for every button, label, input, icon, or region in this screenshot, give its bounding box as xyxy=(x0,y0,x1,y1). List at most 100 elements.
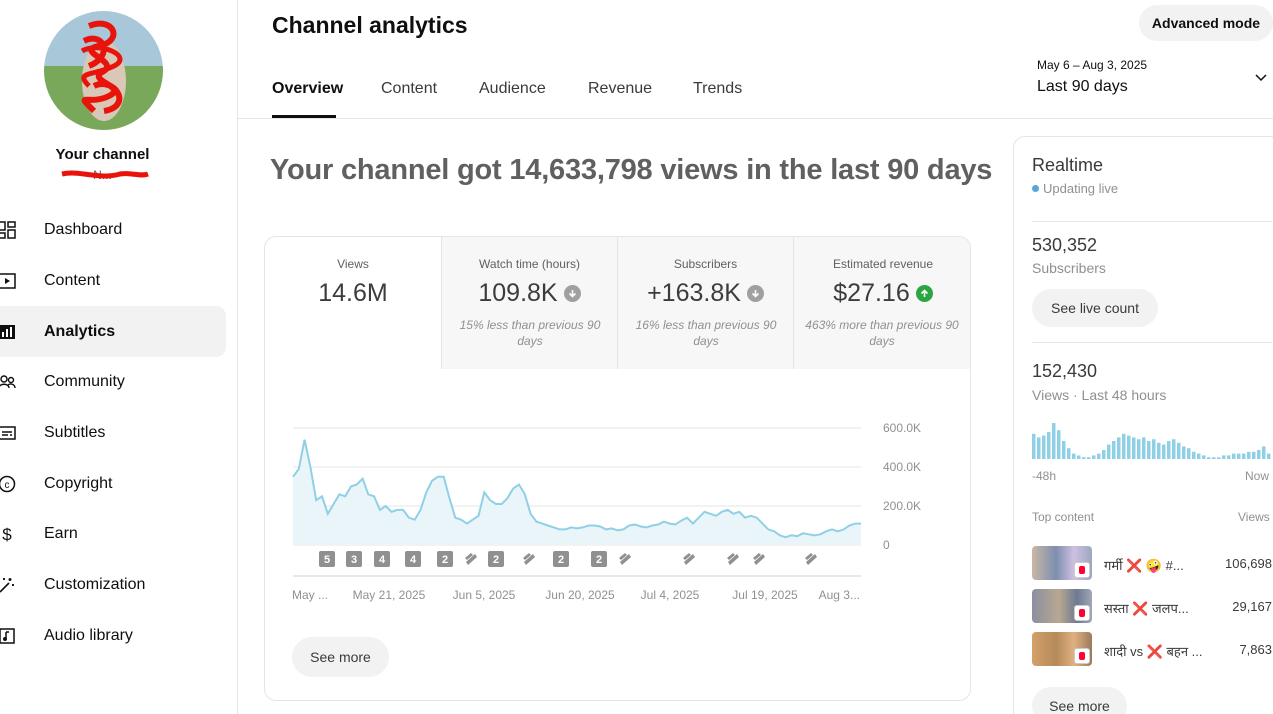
shorts-marker-icon[interactable] xyxy=(753,553,765,565)
chevron-down-icon[interactable] xyxy=(1254,70,1268,84)
metric-watch-time[interactable]: Watch time (hours) 109.8K 15% less than … xyxy=(441,237,617,369)
arrow-up-icon xyxy=(915,285,933,302)
metric-comparison: 16% less than previous 90 days xyxy=(635,318,777,348)
sidebar-item-label: Earn xyxy=(44,525,78,543)
video-views: 106,698 xyxy=(1225,556,1272,571)
shorts-marker-icon[interactable] xyxy=(619,553,631,565)
realtime-bar xyxy=(1037,437,1041,459)
metrics-row: Views 14.6M Watch time (hours) 109.8K 15… xyxy=(265,237,970,369)
video-count-marker[interactable]: 2 xyxy=(553,551,569,567)
copyright-icon: c xyxy=(0,473,18,495)
shorts-marker-icon[interactable] xyxy=(465,553,477,565)
x-tick-label: Jun 5, 2025 xyxy=(453,588,516,602)
video-count-marker[interactable]: 2 xyxy=(488,551,504,567)
realtime-bar xyxy=(1092,455,1096,459)
top-content-row[interactable]: सस्ता ❌ जलप... 29,167 xyxy=(1032,589,1272,625)
sidebar-item-community[interactable]: Community xyxy=(0,357,226,408)
x-tick-label: May ... xyxy=(292,588,328,602)
realtime-subscribers-value: 530,352 xyxy=(1032,235,1098,255)
axis-start-label: -48h xyxy=(1032,469,1057,483)
metric-value-wrap: 109.8K xyxy=(442,279,617,308)
advanced-mode-button[interactable]: Advanced mode xyxy=(1139,5,1273,41)
realtime-views-chart[interactable] xyxy=(1032,421,1272,461)
realtime-bar xyxy=(1072,453,1076,459)
shorts-marker-icon[interactable] xyxy=(727,553,739,565)
realtime-bar xyxy=(1132,437,1136,459)
realtime-bar xyxy=(1157,442,1161,459)
svg-text:2: 2 xyxy=(442,554,448,566)
x-tick-label: Jul 19, 2025 xyxy=(732,588,798,602)
customization-icon xyxy=(0,574,18,596)
active-tab-indicator xyxy=(272,115,336,118)
video-count-marker[interactable]: 4 xyxy=(374,551,390,567)
views-chart[interactable]: 600.0K 400.0K 200.0K 0 5 3 4 4 2 2 2 2 May ... May 21… xyxy=(265,387,971,617)
sidebar-item-label: Customization xyxy=(44,576,146,594)
see-more-button[interactable]: See more xyxy=(292,637,389,677)
video-thumbnail xyxy=(1032,632,1092,666)
axis-end-label: Now xyxy=(1245,469,1270,483)
top-content-row[interactable]: शादी vs ❌ बहन ... 7,863 xyxy=(1032,632,1272,668)
realtime-bar xyxy=(1052,423,1056,459)
video-thumbnail xyxy=(1032,546,1092,580)
video-count-marker[interactable]: 4 xyxy=(405,551,421,567)
realtime-bar xyxy=(1207,457,1211,459)
video-views: 29,167 xyxy=(1232,599,1272,614)
realtime-bar xyxy=(1062,441,1066,459)
realtime-bar xyxy=(1147,441,1151,459)
sidebar-item-copyright[interactable]: c Copyright xyxy=(0,458,226,509)
see-live-count-button[interactable]: See live count xyxy=(1032,289,1158,327)
video-count-marker[interactable]: 2 xyxy=(437,551,453,567)
shorts-marker-icon[interactable] xyxy=(683,553,695,565)
realtime-views-label: Views · Last 48 hours xyxy=(1032,387,1167,403)
arrow-down-icon xyxy=(746,285,764,302)
x-tick-label: Jul 4, 2025 xyxy=(641,588,700,602)
video-count-marker[interactable]: 3 xyxy=(346,551,362,567)
views-line xyxy=(292,439,861,539)
sidebar-item-customization[interactable]: Customization xyxy=(0,560,226,611)
y-tick-label: 200.0K xyxy=(883,499,921,513)
channel-avatar[interactable] xyxy=(44,11,163,130)
sidebar-item-audio-library[interactable]: Audio library xyxy=(0,611,226,662)
shorts-marker-icon[interactable] xyxy=(805,553,817,565)
shorts-marker-icon[interactable] xyxy=(523,553,535,565)
tab-content[interactable]: Content xyxy=(381,80,438,97)
realtime-card: Realtime Updating live 530,352 Subscribe… xyxy=(1013,136,1273,714)
top-content-row[interactable]: गर्मी ❌ 🤪 #... 106,698 xyxy=(1032,546,1272,582)
video-count-marker[interactable]: 2 xyxy=(591,551,607,567)
video-count-marker[interactable]: 5 xyxy=(319,551,335,567)
date-range-picker[interactable]: May 6 – Aug 3, 2025 Last 90 days xyxy=(1037,58,1147,96)
date-range-label: Last 90 days xyxy=(1037,78,1128,95)
sidebar-item-label: Content xyxy=(44,272,101,290)
x-tick-label: Aug 3... xyxy=(819,588,860,602)
realtime-views-value: 152,430 xyxy=(1032,361,1098,381)
see-more-top-content-button[interactable]: See more xyxy=(1032,687,1127,714)
tab-overview[interactable]: Overview xyxy=(272,80,344,97)
metric-subscribers[interactable]: Subscribers +163.8K 16% less than previo… xyxy=(617,237,793,369)
sidebar-item-content[interactable]: Content xyxy=(0,256,226,307)
metric-label: Views xyxy=(337,257,369,271)
tab-audience[interactable]: Audience xyxy=(479,80,546,97)
realtime-bar xyxy=(1267,453,1271,459)
video-views: 7,863 xyxy=(1239,642,1272,657)
sidebar-item-earn[interactable]: $ Earn xyxy=(0,509,226,560)
sidebar-item-subtitles[interactable]: Subtitles xyxy=(0,408,226,459)
realtime-bar xyxy=(1107,444,1111,459)
svg-text:c: c xyxy=(5,480,10,491)
metric-revenue[interactable]: Estimated revenue $27.16 463% more than … xyxy=(793,237,970,369)
tab-trends[interactable]: Trends xyxy=(693,80,743,97)
metric-views[interactable]: Views 14.6M xyxy=(265,237,441,369)
metric-value-wrap: +163.8K xyxy=(618,279,793,308)
header-divider xyxy=(238,118,1273,119)
metric-value-wrap: $27.16 xyxy=(794,279,970,308)
realtime-bar xyxy=(1237,453,1241,459)
sidebar-item-dashboard[interactable]: Dashboard xyxy=(0,205,226,256)
realtime-bar xyxy=(1192,451,1196,459)
tab-revenue[interactable]: Revenue xyxy=(588,80,653,97)
metric-comparison: 463% more than previous 90 days xyxy=(805,318,959,348)
sidebar-item-analytics[interactable]: Analytics xyxy=(0,306,226,358)
realtime-bar xyxy=(1262,446,1266,459)
realtime-bar xyxy=(1097,453,1101,459)
realtime-title: Realtime xyxy=(1032,155,1104,175)
content-icon xyxy=(0,270,18,292)
realtime-bar xyxy=(1172,439,1176,459)
